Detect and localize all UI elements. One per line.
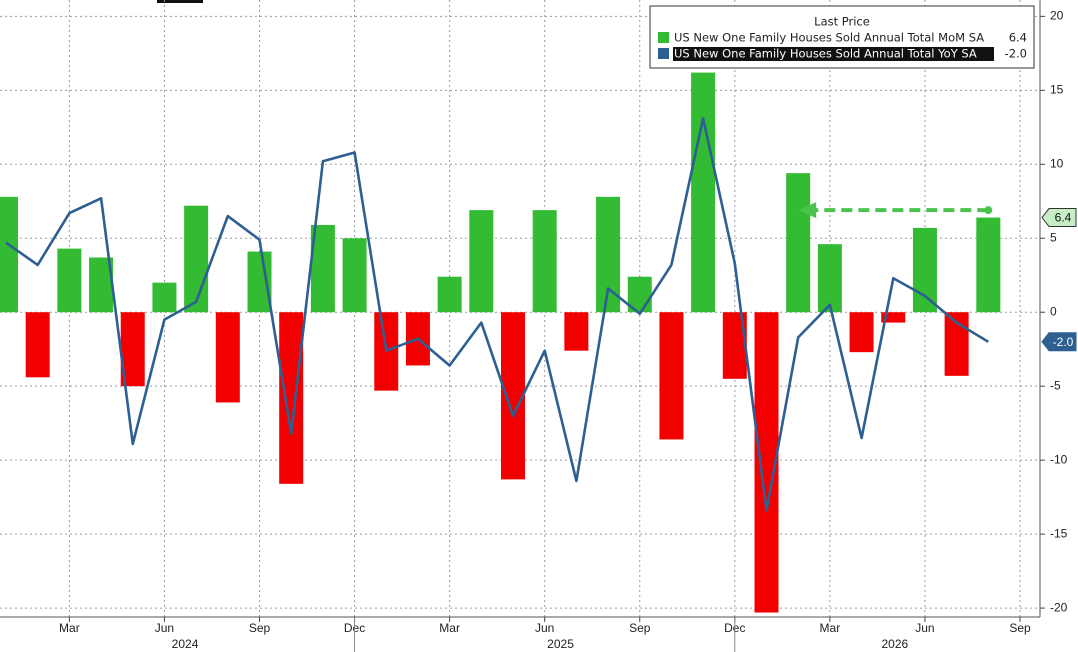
y-tick-label: 0	[1050, 304, 1057, 318]
y-tick-label: 10	[1050, 156, 1064, 170]
bar	[342, 238, 367, 313]
arrow-tail	[984, 206, 993, 215]
bar	[215, 312, 240, 403]
bar	[786, 173, 811, 313]
legend-highlight	[673, 47, 994, 61]
year-label: 2025	[547, 637, 574, 651]
x-tick-label: Jun	[915, 621, 934, 635]
x-tick-label: Mar	[59, 621, 80, 635]
legend-swatch	[658, 32, 669, 43]
bar	[881, 312, 906, 323]
legend-swatch	[658, 48, 669, 59]
x-tick-label: Mar	[439, 621, 460, 635]
legend-value: -2.0	[1005, 47, 1027, 61]
year-label: 2024	[172, 637, 199, 651]
bar	[437, 276, 462, 313]
last-value-label: 6.4	[1055, 211, 1072, 225]
legend-label: US New One Family Houses Sold Annual Tot…	[674, 47, 977, 61]
legend-title: Last Price	[814, 15, 870, 29]
year-label: 2026	[881, 637, 908, 651]
bar	[564, 312, 589, 351]
bar	[849, 312, 874, 353]
legend-label: US New One Family Houses Sold Annual Tot…	[674, 31, 984, 45]
y-tick-label: -10	[1050, 452, 1068, 466]
bar	[279, 312, 304, 484]
legend: Last Price US New One Family Houses Sold …	[649, 5, 1035, 69]
bar	[57, 248, 82, 313]
y-tick-label: 15	[1050, 82, 1064, 96]
y-tick-label: -20	[1050, 600, 1068, 614]
x-tick-label: Sep	[629, 621, 651, 635]
bar	[247, 251, 272, 313]
y-tick-label: -5	[1050, 378, 1061, 392]
bar	[912, 227, 937, 313]
x-tick-label: Jun	[535, 621, 554, 635]
bar	[532, 210, 557, 313]
last-value-label: -2.0	[1053, 335, 1074, 349]
legend-value: 6.4	[1009, 31, 1027, 45]
top-bar	[157, 0, 203, 3]
bar	[152, 282, 177, 313]
y-tick-label: 20	[1050, 9, 1064, 23]
bar	[817, 244, 842, 313]
x-tick-label: Mar	[820, 621, 841, 635]
last-value-tag	[1041, 332, 1077, 352]
line	[5, 117, 989, 512]
x-tick-label: Sep	[249, 621, 271, 635]
arrow-head	[798, 202, 817, 219]
bar	[25, 312, 50, 378]
x-tick-label: Sep	[1009, 621, 1031, 635]
bar	[0, 196, 18, 313]
y-tick-label: 5	[1050, 230, 1057, 244]
bar	[976, 217, 1001, 313]
bar	[469, 210, 494, 313]
last-value-tag	[1041, 208, 1077, 228]
bar	[184, 205, 209, 313]
x-tick-label: Jun	[155, 621, 174, 635]
bar	[659, 312, 684, 440]
y-tick-label: -15	[1050, 526, 1068, 540]
bar	[691, 72, 716, 313]
